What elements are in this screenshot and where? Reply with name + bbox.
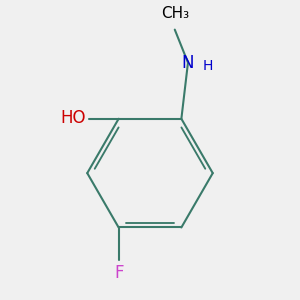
Text: H: H [203,59,213,73]
Text: HO: HO [61,109,86,127]
Text: N: N [182,54,194,72]
Text: F: F [114,264,123,282]
Text: CH₃: CH₃ [161,6,189,21]
